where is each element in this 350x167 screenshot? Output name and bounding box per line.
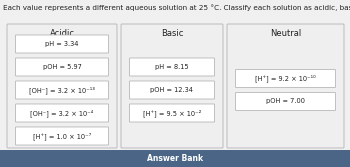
FancyBboxPatch shape [236, 69, 336, 88]
FancyBboxPatch shape [130, 81, 215, 99]
FancyBboxPatch shape [15, 104, 108, 122]
FancyBboxPatch shape [15, 58, 108, 76]
Text: [H⁺] = 1.0 × 10⁻⁷: [H⁺] = 1.0 × 10⁻⁷ [33, 132, 91, 140]
FancyBboxPatch shape [15, 35, 108, 53]
FancyBboxPatch shape [15, 127, 108, 145]
Text: pH = 3.34: pH = 3.34 [45, 41, 79, 47]
FancyBboxPatch shape [130, 58, 215, 76]
Text: pOH = 7.00: pOH = 7.00 [266, 99, 305, 105]
FancyBboxPatch shape [227, 24, 344, 148]
Text: [H⁺] = 9.2 × 10⁻¹⁰: [H⁺] = 9.2 × 10⁻¹⁰ [255, 75, 316, 82]
Text: Acidic: Acidic [49, 29, 75, 38]
FancyBboxPatch shape [7, 24, 117, 148]
Text: Basic: Basic [161, 29, 183, 38]
Text: Each value represents a different aqueous solution at 25 °C. Classify each solut: Each value represents a different aqueou… [3, 4, 350, 11]
Text: Answer Bank: Answer Bank [147, 154, 203, 163]
Text: pOH = 12.34: pOH = 12.34 [150, 87, 194, 93]
FancyBboxPatch shape [15, 81, 108, 99]
Text: pH = 8.15: pH = 8.15 [155, 64, 189, 70]
Text: Neutral: Neutral [270, 29, 301, 38]
Text: [H⁺] = 9.5 × 10⁻²: [H⁺] = 9.5 × 10⁻² [143, 109, 201, 117]
Text: pOH = 5.97: pOH = 5.97 [43, 64, 82, 70]
FancyBboxPatch shape [130, 104, 215, 122]
FancyBboxPatch shape [236, 93, 336, 111]
Text: [OH⁻] = 3.2 × 10⁻⁴: [OH⁻] = 3.2 × 10⁻⁴ [30, 109, 94, 117]
FancyBboxPatch shape [121, 24, 223, 148]
Bar [0, 150, 350, 167]
Text: [OH⁻] = 3.2 × 10⁻¹³: [OH⁻] = 3.2 × 10⁻¹³ [29, 86, 95, 94]
